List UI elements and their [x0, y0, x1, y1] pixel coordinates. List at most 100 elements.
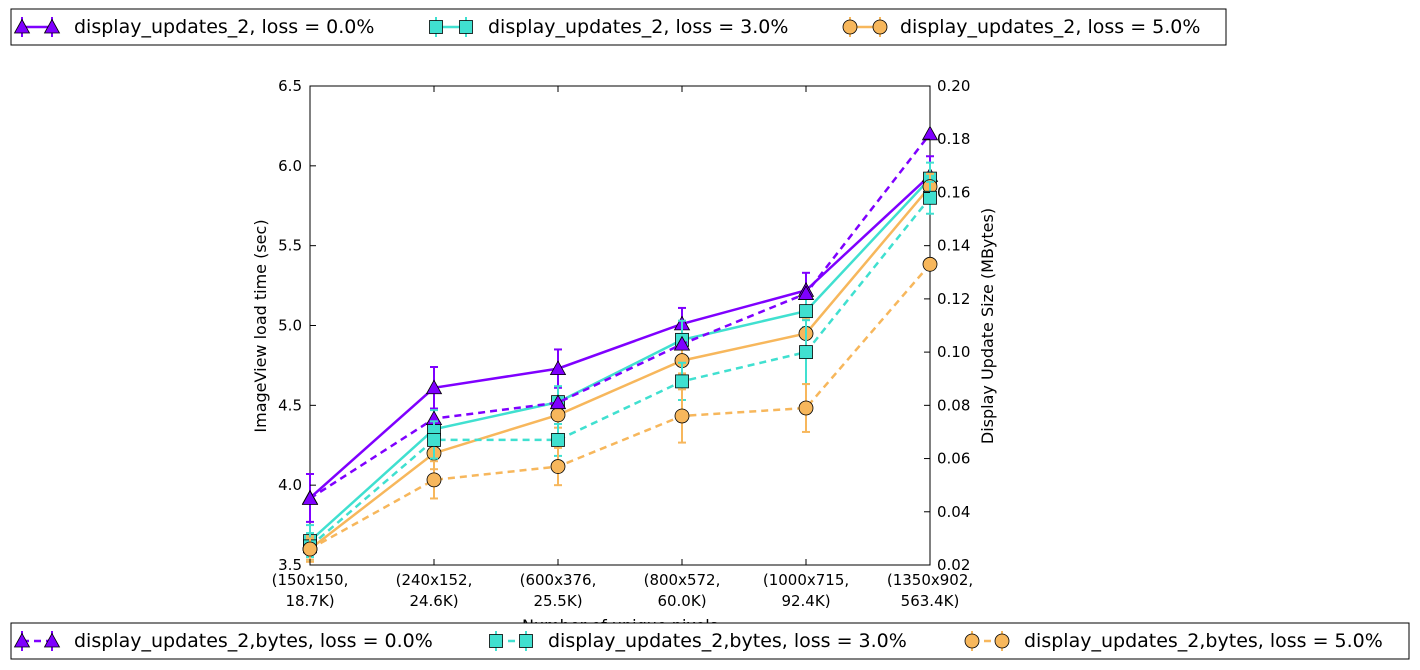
- legend-bottom-label-0: display_updates_2,bytes, loss = 0.0%: [74, 630, 433, 652]
- y-right-tick-label-4: 0.10: [937, 343, 970, 361]
- legend-top-label-2: display_updates_2, loss = 5.0%: [900, 16, 1200, 38]
- series-5-point-1: [426, 472, 442, 488]
- x-tick-label-1-1: 24.6K): [409, 592, 458, 610]
- x-tick-label-4-0: (1000x715,: [763, 571, 849, 589]
- series-4-point-4: [799, 345, 813, 360]
- y-right-tick-label-8: 0.18: [937, 130, 970, 148]
- y-left-tick-label-3: 5.0: [278, 317, 302, 335]
- legend-top-frame: [10, 8, 1227, 46]
- legend-bottom-entry-0: display_updates_2,bytes, loss = 0.0%: [13, 630, 433, 652]
- legend-top-label-1: display_updates_2, loss = 3.0%: [488, 16, 788, 38]
- y-axis-left-label: ImageView load time (sec): [251, 219, 270, 432]
- legend-bottom-marker-2: [964, 631, 980, 651]
- series-5-point-3: [674, 408, 690, 424]
- series-0-point-2: [549, 360, 567, 376]
- series-5: [302, 256, 938, 561]
- legend-marker-shape-8: [489, 634, 503, 648]
- legend-top-marker-0: [13, 17, 31, 37]
- x-tick-label-5-1: 563.4K): [901, 592, 960, 610]
- legend-marker-shape-6: [13, 632, 31, 648]
- legend-top-marker-2b: [872, 17, 888, 37]
- x-tick-label-2-1: 25.5K): [533, 592, 582, 610]
- legend-bottom: display_updates_2,bytes, loss = 0.0% dis…: [10, 622, 1410, 660]
- series-3-point-0: [301, 490, 319, 505]
- series-0-line: [309, 174, 931, 499]
- series-3-point-3: [673, 335, 691, 351]
- series-1-point-4: [799, 304, 813, 319]
- y-right-tick-label-3: 0.08: [937, 396, 970, 414]
- legend-bottom-marker-2b: [994, 631, 1010, 651]
- series-5-point-4: [798, 400, 814, 416]
- y-right-tick-label-6: 0.14: [937, 237, 970, 255]
- x-tick-label-3-1: 60.0K): [657, 592, 706, 610]
- y-left-tick-label-0: 3.5: [278, 556, 302, 574]
- axes-layer: 3.5 4.0 4.5 5.0 5.5 6.0 6.5 0.02 0.04 0.06 0.08 0.1…: [272, 77, 974, 610]
- series-4-point-2: [551, 433, 565, 447]
- series-5-point-2: [550, 459, 566, 474]
- y-right-tick-label-0: 0.02: [937, 556, 970, 574]
- legend-marker-shape-10: [964, 633, 980, 649]
- series-4-point-3: [675, 374, 689, 389]
- y-left-tick-label-1: 4.0: [278, 476, 302, 494]
- y-left-tick-label-2: 4.5: [278, 396, 302, 414]
- legend-top-label-0: display_updates_2, loss = 0.0%: [74, 16, 374, 38]
- y-right-tick-label-1: 0.04: [937, 503, 970, 521]
- x-tick-label-0-1: 18.7K): [285, 592, 334, 610]
- legend-bottom-entry-1: display_updates_2,bytes, loss = 3.0%: [489, 630, 907, 652]
- series-layer: [301, 125, 939, 563]
- x-tick-label-3-0: (800x572,: [644, 571, 721, 589]
- plot-area: [309, 85, 931, 566]
- legend-bottom-frame: [10, 622, 1410, 660]
- legend-top-marker-1b: [459, 17, 473, 37]
- series-4-point-1: [427, 433, 441, 447]
- series-2-point-2: [550, 407, 566, 423]
- series-3: [301, 125, 939, 505]
- legend-marker-shape-4: [842, 19, 858, 35]
- legend-marker-shape-11: [994, 633, 1010, 649]
- legend-bottom-marker-0: [13, 631, 31, 651]
- x-tick-label-4-1: 92.4K): [781, 592, 830, 610]
- y-right-tick-label-7: 0.16: [937, 183, 970, 201]
- legend-marker-shape-9: [519, 634, 533, 648]
- legend-top-entry-1: display_updates_2, loss = 3.0%: [429, 16, 788, 38]
- series-3-line: [309, 133, 931, 500]
- series-2-line: [309, 185, 931, 551]
- y-left-tick-label-5: 6.0: [278, 157, 302, 175]
- series-3-point-4: [797, 285, 815, 300]
- legend-bottom-marker-0b: [43, 631, 61, 651]
- legend-bottom-label-1: display_updates_2,bytes, loss = 3.0%: [548, 630, 907, 652]
- legend-marker-shape-3: [459, 20, 473, 34]
- legend-top-marker-1: [429, 17, 443, 37]
- series-4-line: [309, 196, 931, 548]
- y-axis-right-label: Display Update Size (MBytes): [978, 208, 997, 444]
- x-tick-label-1-0: (240x152,: [396, 571, 473, 589]
- legend-marker-shape-1: [43, 18, 61, 34]
- legend-top-entry-2: display_updates_2, loss = 5.0%: [842, 16, 1200, 38]
- y-left-tick-label-6: 6.5: [278, 77, 302, 95]
- x-tick-label-5-0: (1350x902,: [887, 571, 973, 589]
- legend-top: display_updates_2, loss = 0.0% display_u…: [10, 8, 1227, 46]
- legend-marker-shape-7: [43, 632, 61, 648]
- legend-top-entry-0: display_updates_2, loss = 0.0%: [13, 16, 374, 38]
- series-1-line: [309, 177, 931, 542]
- legend-bottom-entry-2: display_updates_2,bytes, loss = 5.0%: [964, 630, 1383, 652]
- series-3-point-2: [549, 394, 567, 410]
- series-5-line: [309, 263, 931, 551]
- x-tick-label-2-0: (600x376,: [520, 571, 597, 589]
- series-3-point-5: [921, 125, 939, 141]
- legend-top-marker-2: [842, 17, 858, 37]
- y-right-tick-label-2: 0.06: [937, 450, 970, 468]
- y-right-tick-label-5: 0.12: [937, 290, 970, 308]
- legend-marker-shape-0: [13, 18, 31, 34]
- legend-marker-shape-2: [429, 20, 443, 34]
- legend-bottom-label-2: display_updates_2,bytes, loss = 5.0%: [1024, 630, 1383, 652]
- series-4-point-5: [923, 190, 937, 205]
- series-5-point-5: [922, 256, 938, 272]
- series-5-point-0: [302, 541, 318, 557]
- legend-bottom-marker-1b: [519, 631, 533, 651]
- legend-top-marker-0b: [43, 17, 61, 37]
- y-left-tick-label-4: 5.5: [278, 237, 302, 255]
- x-tick-label-0-0: (150x150,: [272, 571, 349, 589]
- y-right-tick-label-9: 0.20: [937, 77, 970, 95]
